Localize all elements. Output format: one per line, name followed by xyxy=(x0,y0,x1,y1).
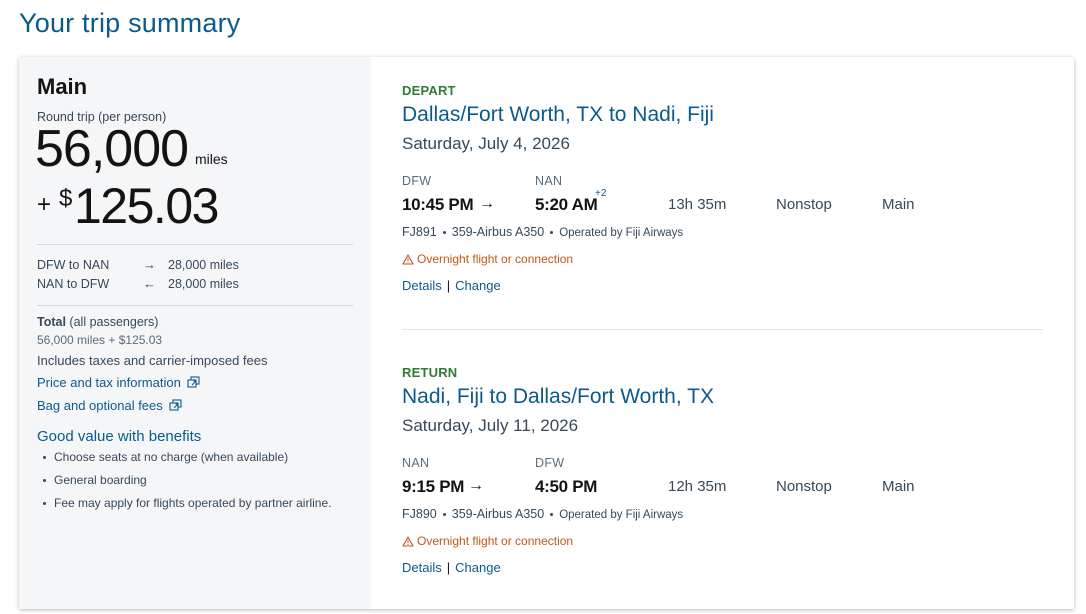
cash-currency-symbol: $ xyxy=(59,185,73,212)
change-link[interactable]: Change xyxy=(455,560,501,575)
trip-summary-card: Main Round trip (per person) 56,000 mile… xyxy=(19,57,1074,609)
stops: Nonstop xyxy=(776,196,832,213)
price-tax-info-link[interactable]: Price and tax information xyxy=(37,375,200,391)
left-arrow-icon: ← xyxy=(143,276,156,291)
destination-code: DFW xyxy=(535,456,565,470)
miles-unit: miles xyxy=(195,151,228,167)
segment-route: DFW to NAN xyxy=(37,258,110,272)
separator: | xyxy=(446,560,451,575)
bullet-icon xyxy=(43,479,46,483)
day-offset: +2 xyxy=(595,188,607,199)
warning-text: Overnight flight or connection xyxy=(417,252,574,266)
divider xyxy=(37,305,353,306)
cabin: Main xyxy=(882,196,915,213)
flight-info: FJ891 359-Airbus A350 Operated by Fiji Air… xyxy=(402,225,683,239)
arrive-time: 5:20 AM xyxy=(535,195,598,214)
benefit-text: General boarding xyxy=(54,473,147,487)
benefit-item: Choose seats at no charge (when availabl… xyxy=(43,450,288,464)
flight-duration: 12h 35m xyxy=(668,478,727,495)
total-label: Total (all passengers) xyxy=(37,315,158,329)
dot-separator xyxy=(550,513,554,517)
benefit-item: Fee may apply for flights operated by pa… xyxy=(43,496,331,510)
overnight-warning: Overnight flight or connection xyxy=(402,252,573,268)
dot-separator xyxy=(442,231,446,235)
flight-duration: 13h 35m xyxy=(668,196,727,213)
operator: Operated by Fiji Airways xyxy=(559,227,684,239)
itinerary-panel: DEPART Dallas/Fort Worth, TX to Nadi, Fi… xyxy=(371,57,1074,609)
right-arrow-icon: → xyxy=(468,477,484,494)
stops: Nonstop xyxy=(776,478,832,495)
leg-date: Saturday, July 4, 2026 xyxy=(402,134,570,153)
external-link-icon xyxy=(187,376,200,391)
warning-icon xyxy=(402,536,414,550)
flight-number: FJ890 xyxy=(402,507,437,521)
origin-code: NAN xyxy=(402,456,430,470)
bullet-icon xyxy=(43,456,46,460)
leg-date: Saturday, July 11, 2026 xyxy=(402,416,579,435)
miles-amount: 56,000 xyxy=(35,120,189,178)
fare-class-title: Main xyxy=(37,74,88,99)
price-tax-info-label: Price and tax information xyxy=(37,375,181,390)
bag-fees-label: Bag and optional fees xyxy=(37,398,163,413)
flight-info: FJ890 359-Airbus A350 Operated by Fiji Air… xyxy=(402,507,683,521)
divider xyxy=(37,244,353,245)
benefit-item: General boarding xyxy=(43,473,147,487)
leg-actions: Details | Change xyxy=(402,560,501,575)
bullet-icon xyxy=(43,502,46,506)
benefits-title: Good value with benefits xyxy=(37,428,202,445)
arrive-time: 4:50 PM xyxy=(535,477,598,496)
aircraft: 359-Airbus A350 xyxy=(451,507,545,521)
leg-divider xyxy=(402,329,1044,330)
segment-miles: 28,000 miles xyxy=(168,258,239,272)
depart-time: 10:45 PM xyxy=(402,195,474,214)
details-link[interactable]: Details xyxy=(402,278,442,293)
trip-type-label: Round trip (per person) xyxy=(37,110,167,124)
cash-plus-sign: + xyxy=(37,191,52,218)
dot-separator xyxy=(442,513,446,517)
fare-summary-panel: Main Round trip (per person) 56,000 mile… xyxy=(19,57,371,609)
right-arrow-icon: → xyxy=(479,195,495,212)
leg-route: Nadi, Fiji to Dallas/Fort Worth, TX xyxy=(402,385,714,408)
details-link[interactable]: Details xyxy=(402,560,442,575)
bag-fees-link[interactable]: Bag and optional fees xyxy=(37,398,182,414)
leg-actions: Details | Change xyxy=(402,278,501,293)
origin-code: DFW xyxy=(402,174,432,188)
cash-amount: 125.03 xyxy=(74,178,219,234)
leg-label: RETURN xyxy=(402,365,458,380)
total-value: 56,000 miles + $125.03 xyxy=(37,333,163,347)
operator: Operated by Fiji Airways xyxy=(559,509,684,521)
total-label-bold: Total xyxy=(37,315,66,329)
total-qualifier: (all passengers) xyxy=(69,315,159,329)
leg-route: Dallas/Fort Worth, TX to Nadi, Fiji xyxy=(402,103,714,126)
benefit-text: Fee may apply for flights operated by pa… xyxy=(54,496,332,510)
dot-separator xyxy=(550,231,554,235)
aircraft: 359-Airbus A350 xyxy=(451,225,545,239)
segment-miles: 28,000 miles xyxy=(168,277,239,291)
segment-route: NAN to DFW xyxy=(37,277,110,291)
depart-time: 9:15 PM xyxy=(402,477,465,496)
change-link[interactable]: Change xyxy=(455,278,501,293)
cabin: Main xyxy=(882,478,915,495)
benefit-text: Choose seats at no charge (when availabl… xyxy=(54,450,289,464)
leg-label: DEPART xyxy=(402,83,456,98)
includes-fees-note: Includes taxes and carrier-imposed fees xyxy=(37,353,268,368)
overnight-warning: Overnight flight or connection xyxy=(402,534,573,550)
flight-number: FJ891 xyxy=(402,225,437,239)
warning-text: Overnight flight or connection xyxy=(417,534,574,548)
destination-code: NAN xyxy=(535,174,563,188)
page-title: Your trip summary xyxy=(19,8,241,38)
right-arrow-icon: → xyxy=(143,257,156,272)
external-link-icon xyxy=(169,399,182,414)
separator: | xyxy=(446,278,451,293)
warning-icon xyxy=(402,254,414,268)
